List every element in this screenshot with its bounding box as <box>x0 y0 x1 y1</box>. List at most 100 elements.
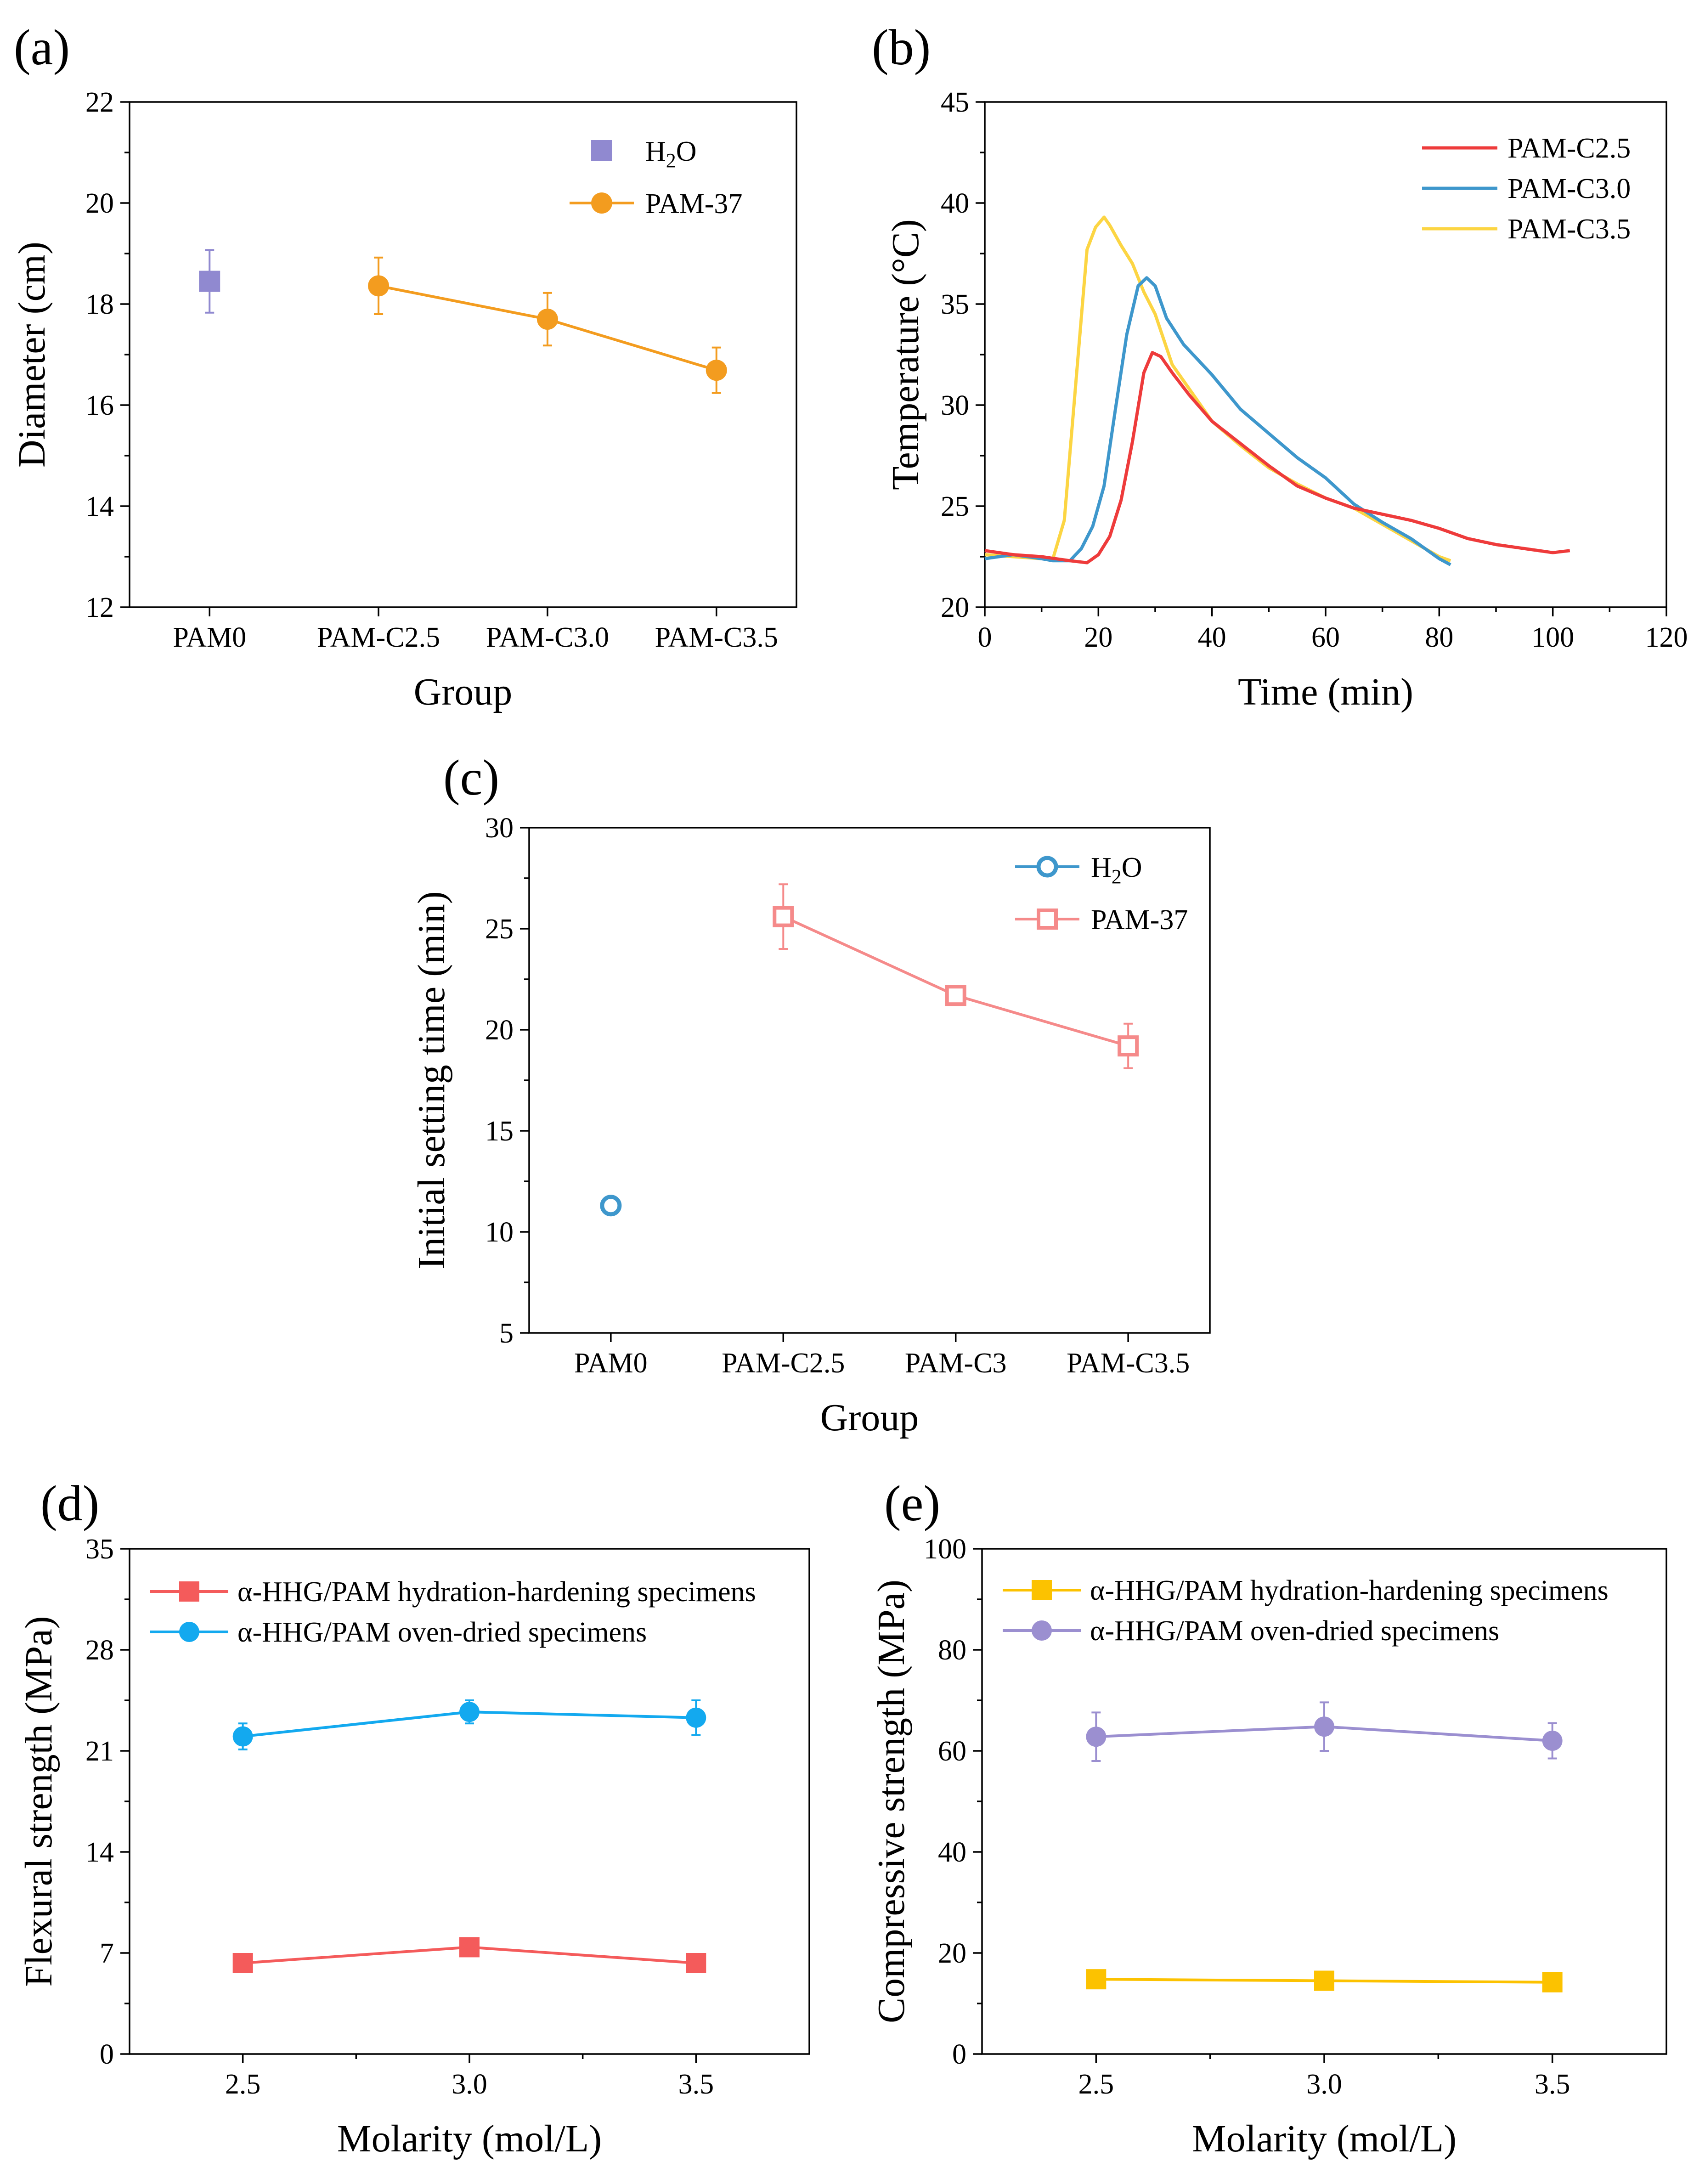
x-tick-label: PAM-C2.5 <box>722 1348 845 1379</box>
y-tick-label: 28 <box>85 1635 114 1666</box>
legend-label: α-HHG/PAM hydration-hardening specimens <box>1090 1575 1609 1606</box>
legend-label: H2O <box>645 136 697 172</box>
y-tick-label: 45 <box>941 87 969 118</box>
x-tick-label: 3.0 <box>452 2069 487 2100</box>
data-point <box>1314 1716 1334 1737</box>
data-point <box>536 309 558 330</box>
y-tick-label: 20 <box>941 592 969 623</box>
legend-label: α-HHG/PAM hydration-hardening specimens <box>237 1576 756 1608</box>
panel-label: (d) <box>40 1475 99 1531</box>
x-axis-title: Molarity (mol/L) <box>1192 2117 1457 2160</box>
x-tick-label: 2.5 <box>225 2069 261 2100</box>
y-tick-label: 25 <box>941 491 969 522</box>
x-tick-label: PAM-C3.5 <box>1067 1348 1190 1379</box>
legend-label: H2O <box>1091 852 1142 888</box>
legend-marker <box>1032 1620 1052 1641</box>
x-tick-label: PAM-C3.0 <box>486 622 609 653</box>
legend-marker <box>591 192 612 214</box>
y-tick-label: 80 <box>938 1635 966 1666</box>
series-line <box>984 351 1570 564</box>
y-tick-label: 10 <box>485 1217 514 1248</box>
y-tick-label: 7 <box>100 1938 114 1969</box>
y-tick-label: 25 <box>485 914 514 945</box>
data-point <box>232 1953 253 1973</box>
y-tick-label: 35 <box>941 289 969 320</box>
data-point <box>1118 1035 1139 1057</box>
y-tick-label: 15 <box>485 1116 514 1147</box>
y-tick-label: 30 <box>941 390 969 421</box>
x-axis-title: Time (min) <box>1238 671 1413 713</box>
y-tick-label: 22 <box>85 87 114 118</box>
legend-marker <box>591 140 612 161</box>
x-tick-label: 2.5 <box>1078 2069 1114 2100</box>
x-tick-label: 3.0 <box>1306 2069 1342 2100</box>
data-point <box>686 1953 706 1973</box>
x-tick-label: 40 <box>1198 622 1226 653</box>
x-tick-label: PAM-C3 <box>905 1348 1007 1379</box>
x-axis-title: Group <box>414 671 513 713</box>
legend-marker <box>1032 1580 1052 1600</box>
y-tick-label: 60 <box>938 1736 966 1767</box>
y-tick-label: 18 <box>85 289 114 320</box>
series-line <box>783 915 1129 1048</box>
x-tick-label: 120 <box>1645 622 1688 653</box>
panel-e: (e) 0 20 40 60 80 100 2.5 3.0 3.5 Molarity (mol/L)… <box>870 1475 1667 2160</box>
x-tick-label: 3.5 <box>1535 2069 1570 2100</box>
x-tick-label: PAM-C2.5 <box>317 622 440 653</box>
data-point <box>1542 1731 1563 1751</box>
series-line <box>984 215 1451 563</box>
data-point <box>459 1702 480 1722</box>
data-point <box>1086 1727 1107 1747</box>
data-point <box>199 271 220 292</box>
panel-a: (a) 12 14 16 18 20 22 PAM0 PAM-C2.5 PAM-C3.0 PAM-C… <box>11 19 797 713</box>
plot-frame <box>528 827 1211 1334</box>
legend-label: α-HHG/PAM oven-dried specimens <box>237 1617 647 1648</box>
y-tick-label: 20 <box>85 188 114 219</box>
legend-marker <box>179 1581 199 1602</box>
data-point <box>1086 1969 1107 1990</box>
data-point <box>686 1707 706 1728</box>
data-point <box>459 1937 480 1958</box>
x-axis-title: Group <box>820 1396 919 1439</box>
y-tick-label: 14 <box>85 491 114 522</box>
legend-marker <box>1037 909 1058 930</box>
x-tick-label: 80 <box>1425 622 1453 653</box>
series-line <box>984 276 1451 566</box>
y-tick-label: 5 <box>499 1318 514 1349</box>
panel-label: (a) <box>14 19 70 75</box>
y-tick-label: 20 <box>485 1015 514 1046</box>
y-tick-label: 40 <box>941 188 969 219</box>
panel-c: (c) 5 10 15 20 25 30 PAM0 PAM-C2.5 PAM-C3 PAM-C3.5… <box>410 750 1211 1439</box>
y-tick-label: 30 <box>485 813 514 844</box>
panel-b: (b) 20 25 30 35 40 45 0 20 40 60 80 100 120 Time (min)… <box>872 19 1688 713</box>
y-axis-title: Compressive strength (MPa) <box>870 1580 913 2023</box>
legend-label: PAM-37 <box>1091 904 1188 936</box>
y-tick-label: 0 <box>952 2039 966 2070</box>
x-tick-label: 20 <box>1084 622 1112 653</box>
panel-label: (c) <box>443 750 499 806</box>
legend-label: PAM-C2.5 <box>1507 133 1631 164</box>
data-point <box>232 1726 253 1747</box>
panel-d: (d) 0 7 14 21 28 35 2.5 3.0 3.5 Molarity (mol/L) Fl… <box>17 1475 810 2160</box>
data-point <box>368 275 390 297</box>
data-point <box>1314 1970 1334 1991</box>
y-tick-label: 0 <box>100 2039 114 2070</box>
y-tick-label: 20 <box>938 1938 966 1969</box>
data-point <box>945 985 966 1006</box>
y-tick-label: 14 <box>85 1837 114 1868</box>
y-axis-title: Temperature (°C) <box>884 219 927 490</box>
legend-marker <box>1036 856 1058 878</box>
x-tick-label: 60 <box>1311 622 1340 653</box>
y-tick-label: 100 <box>924 1534 966 1565</box>
x-tick-label: PAM0 <box>574 1348 648 1379</box>
plot-frame <box>129 101 797 608</box>
x-tick-label: 3.5 <box>678 2069 714 2100</box>
y-axis-title: Initial setting time (min) <box>410 891 453 1270</box>
panel-label: (e) <box>884 1475 940 1531</box>
x-tick-label: 100 <box>1531 622 1574 653</box>
y-tick-label: 35 <box>85 1534 114 1565</box>
x-tick-label: 0 <box>978 622 992 653</box>
y-axis-title: Diameter (cm) <box>11 242 53 468</box>
